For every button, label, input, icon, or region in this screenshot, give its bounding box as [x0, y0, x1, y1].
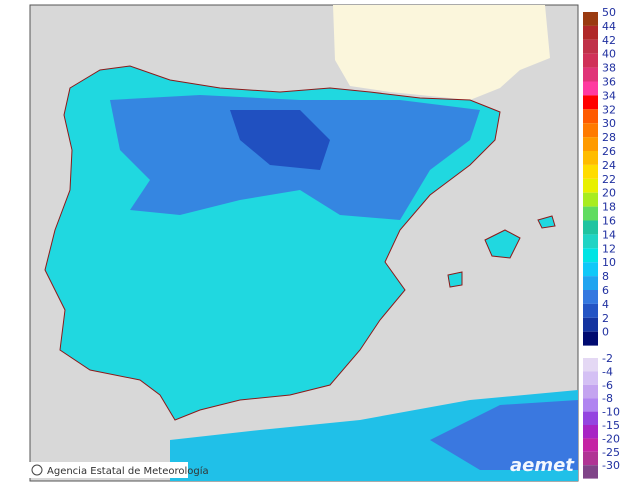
legend-label: -6 — [602, 379, 613, 392]
legend-label: 16 — [602, 215, 616, 228]
legend-label: 0 — [602, 326, 609, 339]
legend-label: 34 — [602, 89, 616, 102]
legend-label: 4 — [602, 298, 609, 311]
legend-swatch — [583, 137, 598, 151]
legend-label: 24 — [602, 159, 616, 172]
legend-swatch — [583, 53, 598, 68]
agency-name: Agencia Estatal de Meteorología — [47, 465, 209, 477]
legend-label: 50 — [602, 6, 616, 19]
legend: 5044424038363432302826242220181614121086… — [583, 6, 620, 479]
logo: aemet — [510, 455, 575, 476]
legend-label: -4 — [602, 365, 613, 378]
copyright-icon — [31, 464, 43, 476]
legend-label: 42 — [602, 34, 616, 47]
agency-box — [28, 462, 188, 478]
ibiza — [447, 271, 463, 288]
legend-swatch — [583, 81, 598, 96]
legend-swatch — [583, 331, 598, 346]
legend-swatch — [583, 206, 598, 221]
legend-swatch — [583, 248, 598, 263]
atlas — [430, 400, 578, 470]
legend-label: 44 — [602, 20, 616, 33]
legend-label: -20 — [602, 432, 620, 445]
legend-swatch — [583, 151, 598, 165]
legend-swatch — [583, 371, 598, 385]
legend-label: 2 — [602, 312, 609, 325]
menorca — [537, 215, 556, 229]
legend-swatch — [583, 290, 598, 304]
legend-swatch — [583, 178, 598, 193]
legend-swatch — [583, 39, 598, 54]
legend-label: -15 — [602, 419, 620, 432]
legend-swatch — [583, 451, 598, 466]
legend-swatch — [583, 234, 598, 249]
legend-swatch — [583, 262, 598, 277]
legend-swatch — [583, 438, 598, 452]
legend-swatch — [583, 220, 598, 235]
legend-label: 36 — [602, 76, 616, 89]
legend-swatch — [583, 384, 598, 399]
legend-label: -10 — [602, 406, 620, 419]
legend-label: 22 — [602, 173, 616, 186]
legend-swatch — [583, 192, 598, 207]
legend-label: 18 — [602, 201, 616, 214]
legend-label: 28 — [602, 131, 616, 144]
legend-swatch — [583, 25, 598, 40]
legend-label: 10 — [602, 256, 616, 269]
legend-label: 20 — [602, 187, 616, 200]
legend-swatch — [583, 317, 598, 332]
legend-label: 38 — [602, 62, 616, 75]
legend-swatch — [583, 95, 598, 110]
legend-label: 8 — [602, 270, 609, 283]
legend-label: -30 — [602, 459, 620, 472]
legend-swatch — [583, 109, 598, 124]
legend-label: 32 — [602, 103, 616, 116]
legend-swatch — [583, 123, 598, 138]
legend-swatch — [583, 12, 598, 26]
legend-swatch — [583, 411, 598, 425]
legend-label: 30 — [602, 117, 616, 130]
legend-label: 12 — [602, 242, 616, 255]
legend-label: -25 — [602, 446, 620, 459]
legend-swatch — [583, 67, 598, 82]
mallorca — [484, 229, 521, 259]
legend-swatch — [583, 164, 598, 179]
legend-label: 6 — [602, 284, 609, 297]
legend-label: 14 — [602, 228, 616, 241]
legend-label: 26 — [602, 145, 616, 158]
legend-label: -8 — [602, 392, 613, 405]
legend-label: -2 — [602, 352, 613, 365]
legend-swatch — [583, 425, 598, 439]
legend-swatch — [583, 303, 598, 318]
legend-swatch — [583, 465, 598, 479]
france — [333, 5, 550, 100]
legend-swatch — [583, 358, 598, 372]
legend-swatch — [583, 276, 598, 290]
legend-label: 40 — [602, 48, 616, 61]
cold-core — [230, 110, 330, 170]
legend-swatch — [583, 398, 598, 412]
